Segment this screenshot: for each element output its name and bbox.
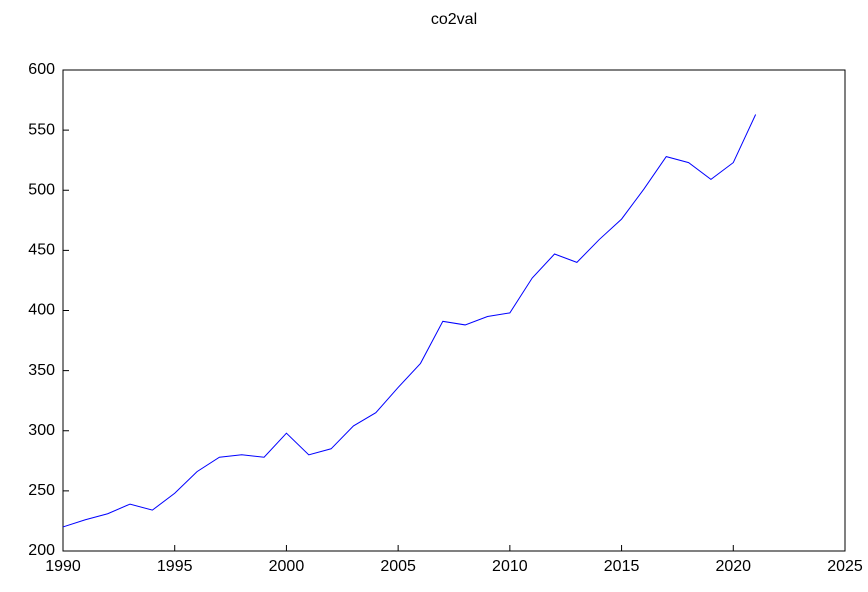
x-tick-label: 2005 — [380, 558, 416, 575]
x-tick-label: 1990 — [45, 558, 81, 575]
y-tick-label: 300 — [28, 422, 55, 439]
data-line — [62, 114, 757, 528]
x-tick-label: 2025 — [827, 558, 863, 575]
chart-title: co2val — [431, 11, 477, 28]
x-tick-label: 2015 — [604, 558, 640, 575]
x-tick-label: 1995 — [157, 558, 193, 575]
y-tick-label: 600 — [28, 61, 55, 78]
y-tick-label: 450 — [28, 242, 55, 259]
y-tick-label: 350 — [28, 362, 55, 379]
y-tick-label: 400 — [28, 302, 55, 319]
x-tick-label: 2010 — [492, 558, 528, 575]
y-tick-label: 550 — [28, 121, 55, 138]
x-tick-label: 2020 — [715, 558, 751, 575]
y-tick-label: 200 — [28, 542, 55, 559]
x-tick-label: 2000 — [269, 558, 305, 575]
plot-frame — [62, 69, 846, 552]
y-tick-label: 500 — [28, 181, 55, 198]
y-tick-label: 250 — [28, 482, 55, 499]
